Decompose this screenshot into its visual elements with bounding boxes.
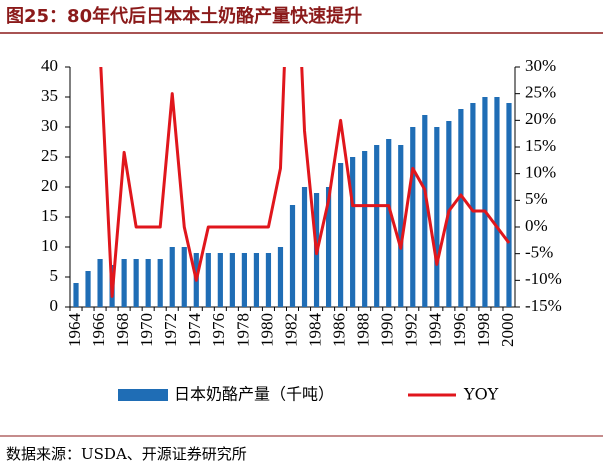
y-tick-label: 20	[41, 176, 58, 195]
bar	[350, 157, 356, 307]
bar	[145, 259, 151, 307]
bar	[482, 97, 488, 307]
x-tick-label: 1970	[137, 313, 156, 347]
x-tick-label: 1998	[474, 313, 493, 347]
chart-title: 图25：80年代后日本本土奶酪产量快速提升	[6, 5, 362, 27]
x-tick-label: 1966	[89, 313, 108, 347]
bar	[422, 115, 428, 307]
y2-tick-label: 25%	[525, 83, 556, 102]
x-tick-label: 1992	[402, 313, 421, 347]
x-tick-label: 1976	[209, 313, 228, 347]
bar	[325, 187, 332, 307]
x-tick-label: 1978	[233, 313, 252, 347]
line	[99, 67, 511, 298]
y2-tick-label: 30%	[525, 56, 556, 75]
bar	[289, 205, 296, 307]
bar	[386, 139, 392, 307]
y-tick-label: 0	[50, 296, 59, 315]
x-tick-label: 1980	[257, 313, 276, 347]
bar	[169, 247, 175, 307]
bar	[301, 187, 308, 307]
x-tick-label: 1996	[450, 313, 469, 347]
y2-tick-label: -10%	[525, 269, 562, 288]
bar	[157, 259, 163, 307]
y2-tick-label: -5%	[525, 243, 553, 262]
y2-tick-label: 5%	[525, 189, 548, 208]
legend-swatch	[118, 389, 168, 401]
y-tick-label: 15	[41, 206, 58, 225]
bar	[121, 259, 127, 307]
bar	[205, 253, 211, 307]
bar	[434, 127, 440, 307]
bar	[277, 247, 284, 307]
y2-tick-label: 20%	[525, 109, 556, 128]
y-tick-label: 40	[41, 56, 58, 75]
y2-tick-label: -15%	[525, 296, 562, 315]
bar	[73, 283, 79, 307]
bar	[229, 253, 235, 307]
x-tick-label: 1986	[330, 313, 349, 347]
x-tick-label: 2000	[498, 313, 517, 347]
bar	[253, 253, 260, 307]
bar	[458, 109, 464, 307]
y-tick-label: 30	[41, 116, 58, 135]
x-tick-label: 1974	[185, 313, 204, 348]
y2-tick-label: 0%	[525, 216, 548, 235]
bar	[97, 259, 103, 307]
x-tick-label: 1984	[305, 313, 324, 348]
source: 数据来源：USDA、开源证券研究所	[6, 445, 247, 463]
bar	[217, 253, 223, 307]
x-tick-label: 1982	[281, 313, 300, 347]
bar	[506, 103, 512, 307]
x-tick-label: 1990	[378, 313, 397, 347]
y2-tick-label: 15%	[525, 136, 556, 155]
bar	[470, 103, 476, 307]
bar	[338, 163, 344, 307]
x-tick-label: 1994	[426, 313, 445, 348]
y-tick-label: 10	[41, 236, 58, 255]
y-tick-label: 5	[50, 266, 59, 285]
x-tick-label: 1988	[354, 313, 373, 347]
x-tick-label: 1964	[65, 313, 84, 348]
legend-label: 日本奶酪产量（千吨）	[174, 385, 334, 404]
bar	[362, 151, 368, 307]
x-tick-label: 1972	[161, 313, 180, 347]
bar	[494, 97, 500, 307]
bar	[181, 247, 187, 307]
y-tick-label: 25	[41, 146, 58, 165]
bar	[374, 145, 380, 307]
legend-label: YOY	[463, 385, 499, 404]
bar	[398, 145, 404, 307]
x-tick-label: 1968	[113, 313, 132, 347]
bar	[85, 271, 91, 307]
bar	[265, 253, 272, 307]
bar	[241, 253, 247, 307]
y2-tick-label: 10%	[525, 163, 556, 182]
bar	[410, 127, 416, 307]
y-tick-label: 35	[41, 86, 58, 105]
bar	[133, 259, 139, 307]
